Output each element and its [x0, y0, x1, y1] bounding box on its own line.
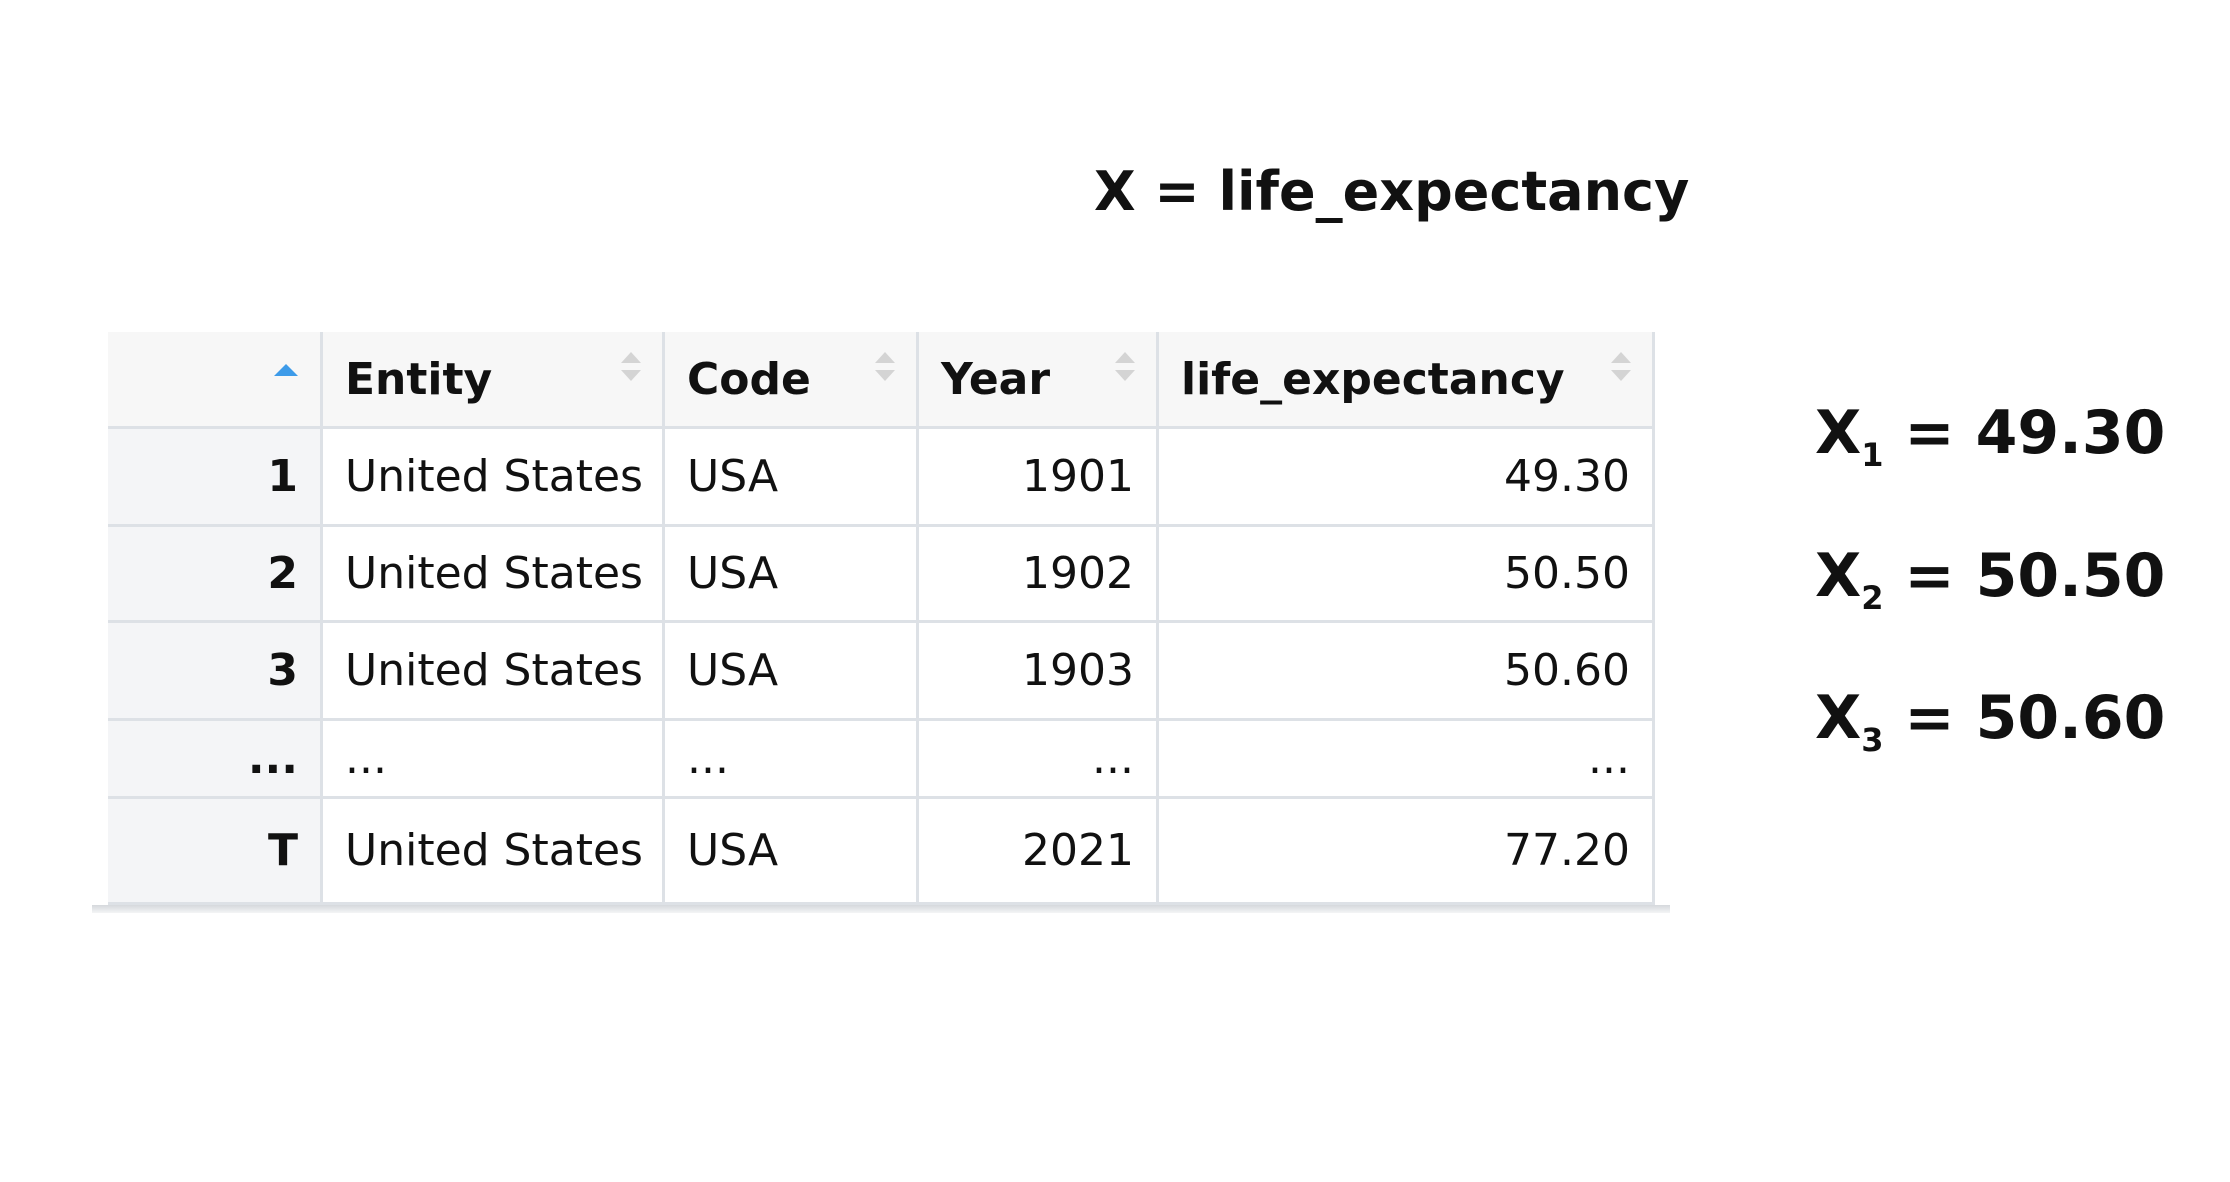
header-cell[interactable]: life_expectancy	[1159, 332, 1655, 429]
equation: X1 = 49.30	[1815, 398, 2165, 474]
header-label: Entity	[345, 353, 493, 405]
equation-symbol: X	[1815, 398, 1862, 468]
header-cell[interactable]: Entity	[323, 332, 665, 429]
header-cell[interactable]: Code	[665, 332, 919, 429]
table-cell: 49.30	[1159, 429, 1655, 527]
table-cell: United States	[323, 623, 665, 721]
table-cell: 77.20	[1159, 799, 1655, 905]
table-cell: USA	[665, 429, 919, 527]
table-cell: United States	[323, 429, 665, 527]
row-index: T	[108, 799, 323, 905]
table-cell: USA	[665, 623, 919, 721]
table-cell: 1903	[919, 623, 1159, 721]
header-label: life_expectancy	[1181, 353, 1565, 405]
table-cell: ...	[323, 721, 665, 799]
table-cell: 50.50	[1159, 527, 1655, 623]
table-cell: 1901	[919, 429, 1159, 527]
table-cell: 50.60	[1159, 623, 1655, 721]
header-cell[interactable]: Year	[919, 332, 1159, 429]
equation: X3 = 50.60	[1815, 683, 2165, 759]
table-shadow	[92, 905, 1670, 913]
equation-subscript: 2	[1861, 579, 1884, 617]
row-index: 2	[108, 527, 323, 623]
sort-icon	[1115, 352, 1135, 381]
equation-subscript: 3	[1861, 721, 1884, 759]
header-cell[interactable]	[108, 332, 323, 429]
equation: X2 = 50.50	[1815, 541, 2165, 617]
equation-subscript: 1	[1861, 436, 1884, 474]
row-index: 1	[108, 429, 323, 527]
sort-icon	[1611, 352, 1631, 381]
table-cell: USA	[665, 527, 919, 623]
sort-icon	[621, 352, 641, 381]
table-cell: ...	[1159, 721, 1655, 799]
row-index: ...	[108, 721, 323, 799]
table-cell: United States	[323, 527, 665, 623]
sort-asc-icon	[274, 364, 298, 376]
table-cell: 1902	[919, 527, 1159, 623]
equation-symbol: X	[1815, 541, 1862, 611]
equation-value: = 50.50	[1904, 541, 2166, 611]
equation-value: = 49.30	[1904, 398, 2166, 468]
table-cell: United States	[323, 799, 665, 905]
header-label: Year	[941, 353, 1051, 405]
row-index: 3	[108, 623, 323, 721]
sort-icon	[875, 352, 895, 381]
title: X = life_expectancy	[1094, 160, 1690, 223]
table-cell: ...	[665, 721, 919, 799]
table-cell: 2021	[919, 799, 1159, 905]
table-cell: ...	[919, 721, 1159, 799]
equation-symbol: X	[1815, 683, 1862, 753]
header-label: Code	[687, 353, 811, 405]
equation-value: = 50.60	[1904, 683, 2166, 753]
table-cell: USA	[665, 799, 919, 905]
